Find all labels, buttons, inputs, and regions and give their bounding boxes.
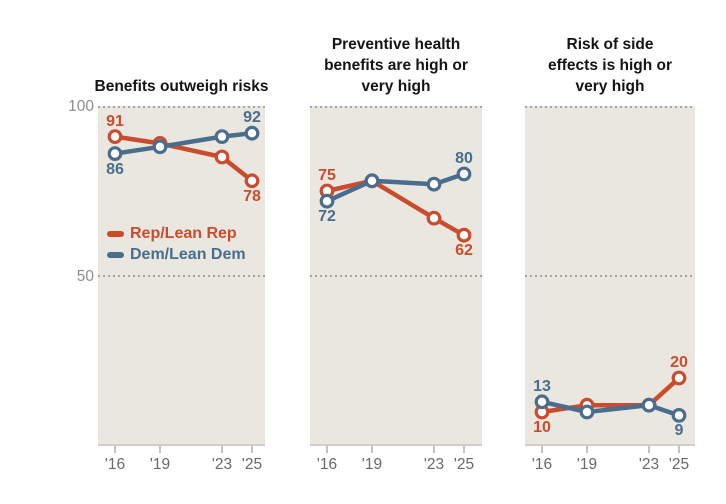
x-axis-label: '19 <box>149 456 171 473</box>
x-axis-label: '19 <box>576 456 598 473</box>
trend-line-rep <box>112 134 255 184</box>
x-axis-label: '25 <box>668 456 690 473</box>
data-point-rep <box>244 173 260 189</box>
legend-item-rep: Rep/Lean Rep <box>107 226 246 242</box>
value-label-dem: 72 <box>318 208 336 226</box>
title-line: Preventive health <box>331 36 461 53</box>
x-axis-label: '25 <box>241 456 263 473</box>
line-chart-canvas <box>107 125 260 189</box>
x-axis-tick <box>586 446 588 453</box>
legend: Rep/Lean Rep Dem/Lean Dem <box>107 226 246 263</box>
x-axis-label: '16 <box>104 456 126 473</box>
gridline-50 <box>98 275 265 277</box>
y-axis-label-50: 50 <box>76 268 94 285</box>
value-label-rep: 75 <box>318 167 336 184</box>
data-point-dem <box>456 166 472 182</box>
title-line: effects is high or <box>547 57 673 74</box>
data-point-rep <box>671 370 687 386</box>
data-point-dem <box>107 146 123 161</box>
data-point-dem <box>244 125 260 141</box>
data-point-dem <box>152 139 168 155</box>
value-label-dem: 80 <box>455 150 473 167</box>
gridline-100 <box>98 106 265 108</box>
rep-line-swatch <box>107 231 124 237</box>
data-point-dem <box>364 173 380 189</box>
line-chart-canvas <box>319 166 472 243</box>
value-label-dem: 13 <box>533 377 551 395</box>
value-label-dem: 9 <box>674 422 684 440</box>
x-axis-label: '19 <box>361 456 383 473</box>
gridline-100 <box>525 106 695 108</box>
x-axis-label: '23 <box>211 456 233 473</box>
value-label-rep: 78 <box>243 187 261 205</box>
data-point-dem <box>641 397 657 413</box>
value-label-rep: 10 <box>533 419 551 436</box>
title-line: very high <box>575 78 645 95</box>
panel-preventive-plot: 75 62 72 80 '16 '19 '23 '25 <box>310 106 482 473</box>
trend-line-rep <box>324 178 467 238</box>
x-axis-tick <box>541 446 543 453</box>
legend-label-rep: Rep/Lean Rep <box>130 225 237 242</box>
trend-line-dem <box>539 399 682 418</box>
x-axis-tick <box>221 446 223 453</box>
value-label-dem: 86 <box>106 160 124 178</box>
value-label-dem: 92 <box>243 109 261 127</box>
trend-line-dem <box>324 171 467 204</box>
legend-item-dem: Dem/Lean Dem <box>107 247 246 263</box>
data-point-rep <box>426 210 442 226</box>
title-line: Benefits outweigh risks <box>94 78 269 95</box>
panel-title-risk: Risk of side effects is high or very hig… <box>515 22 705 97</box>
trend-line-dem <box>112 130 255 156</box>
value-label-rep: 62 <box>455 242 473 260</box>
panel-title-preventive: Preventive health benefits are high or v… <box>300 22 492 97</box>
x-axis-label: '23 <box>423 456 445 473</box>
x-axis-tick <box>251 446 253 453</box>
panel-title-benefits: Benefits outweigh risks <box>88 22 275 97</box>
line-chart-canvas <box>534 370 687 423</box>
value-label-rep: 20 <box>670 354 688 371</box>
x-axis-tick <box>159 446 161 453</box>
x-axis-line <box>310 444 482 446</box>
data-point-rep <box>456 227 472 243</box>
data-point-dem <box>534 394 550 410</box>
panel-benefits-plot: Rep/Lean Rep Dem/Lean Dem 91 78 86 92 '16 '19… <box>98 106 265 473</box>
x-axis-line <box>525 444 695 446</box>
x-axis-label: '25 <box>453 456 475 473</box>
data-point-rep <box>214 149 230 165</box>
title-line: benefits are high or <box>324 57 468 74</box>
x-axis-tick <box>433 446 435 453</box>
x-axis-label: '16 <box>316 456 338 473</box>
x-axis-tick <box>326 446 328 453</box>
x-axis-label: '16 <box>531 456 553 473</box>
x-axis-tick <box>678 446 680 453</box>
value-label-rep: 91 <box>106 112 124 130</box>
data-point-dem <box>579 404 595 420</box>
x-axis-tick <box>648 446 650 453</box>
x-axis-tick <box>371 446 373 453</box>
gridline-100 <box>310 106 482 108</box>
legend-label-dem: Dem/Lean Dem <box>130 246 246 263</box>
gridline-50 <box>525 275 695 277</box>
title-line: very high <box>361 78 431 95</box>
x-axis-label: '23 <box>638 456 660 473</box>
data-point-dem <box>319 193 335 209</box>
gridline-50 <box>310 275 482 277</box>
title-line: Risk of side <box>566 36 654 53</box>
data-point-dem <box>671 408 687 423</box>
x-axis-tick <box>463 446 465 453</box>
dem-line-swatch <box>107 252 124 258</box>
data-point-dem <box>426 176 442 192</box>
panel-risk-plot: 10 20 13 9 '16 '19 '23 '25 <box>525 106 695 473</box>
x-axis-line <box>98 444 265 446</box>
data-point-dem <box>214 129 230 144</box>
x-axis-tick <box>114 446 116 453</box>
data-point-rep <box>107 129 123 144</box>
y-axis-label-100: 100 <box>68 98 94 115</box>
